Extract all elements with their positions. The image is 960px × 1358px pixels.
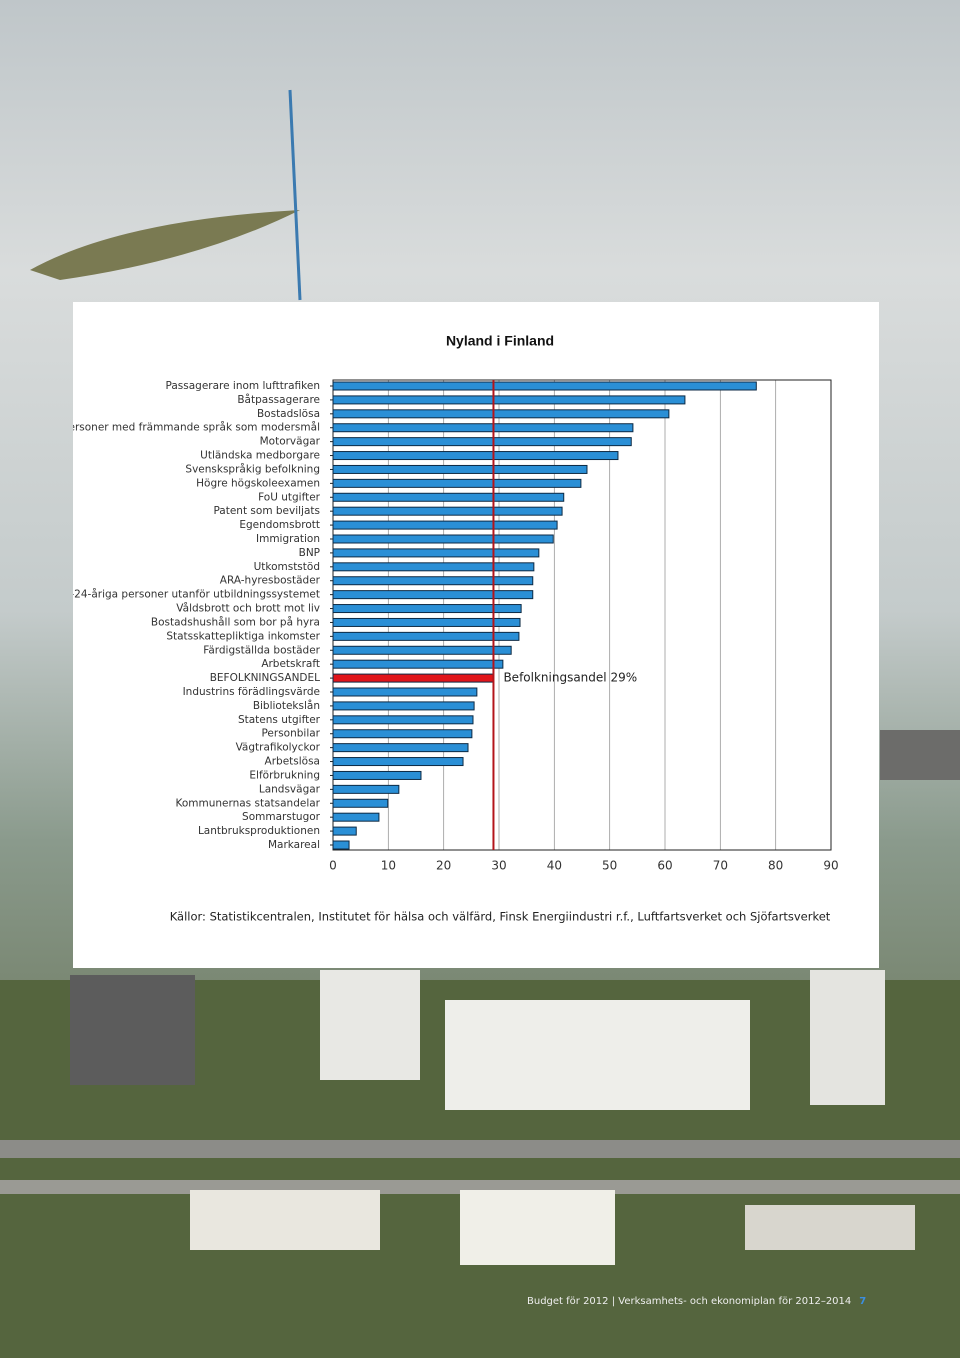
x-tick-label: 70 (713, 859, 728, 873)
bar (332, 451, 619, 461)
plot-frame (332, 379, 832, 851)
y-tick-label: Utländska medborgare (200, 450, 320, 462)
page-number: 7 (859, 1296, 867, 1307)
y-tick-label: Personbilar (261, 728, 320, 740)
source-note: Källor: Statistikcentralen, Institutet f… (170, 910, 831, 924)
reference-label: Befolkningsandel 29% (503, 671, 637, 685)
bar (332, 548, 540, 558)
bar (332, 590, 534, 600)
y-tick-label: Statsskattepliktiga inkomster (166, 630, 320, 642)
y-tick-label: Bostadshushåll som bor på hyra (151, 615, 320, 628)
y-tick-label: Arbetslösa (265, 756, 320, 768)
y-tick-label: 17-24-åriga personer utanför utbildnings… (73, 588, 320, 601)
bar (332, 534, 554, 544)
x-tick-label: 40 (547, 859, 562, 873)
y-tick-label: Lantbruksproduktionen (198, 825, 320, 837)
y-tick-label: Personer med främmande språk som modersm… (73, 421, 320, 434)
bar (332, 840, 350, 850)
y-tick-label: Elförbrukning (249, 769, 320, 781)
y-tick-label: Båtpassagerare (237, 393, 320, 406)
y-tick-label: Bibliotekslån (253, 699, 320, 712)
bar (332, 715, 474, 725)
bar (332, 381, 757, 391)
x-tick-label: 10 (381, 859, 396, 873)
y-tick-label: BNP (299, 547, 320, 559)
bar (332, 520, 558, 530)
bar (332, 826, 357, 836)
y-tick-label: Industrins förädlingsvärde (183, 686, 320, 698)
y-tick-label: Högre högskoleexamen (196, 477, 320, 489)
bar (332, 673, 494, 683)
x-tick-label: 80 (768, 859, 783, 873)
x-tick-label: 30 (491, 859, 506, 873)
bar (332, 631, 520, 641)
bar (332, 617, 521, 627)
x-tick-label: 50 (602, 859, 617, 873)
y-tick-label: Markareal (268, 839, 320, 851)
y-tick-label: Bostadslösa (257, 408, 320, 420)
chart-panel: Nyland i Finland Källor: Statistikcentra… (73, 302, 879, 968)
y-tick-label: Immigration (256, 533, 320, 545)
y-tick-label: BEFOLKNINGSANDEL (210, 672, 320, 684)
y-tick-label: Utkomststöd (254, 561, 320, 573)
bar (332, 687, 478, 697)
bar (332, 437, 632, 447)
y-tick-label: Patent som beviljats (213, 505, 320, 517)
x-tick-label: 60 (657, 859, 672, 873)
bar (332, 798, 389, 808)
y-tick-label: Statens utgifter (238, 714, 321, 726)
bar (332, 506, 563, 516)
y-tick-label: Motorvägar (260, 436, 321, 448)
footer: Budget för 2012 | Verksamhets- och ekono… (527, 1296, 866, 1307)
bar (332, 492, 565, 502)
bar (332, 729, 473, 739)
bar (332, 395, 686, 405)
footer-text: Budget för 2012 | Verksamhets- och ekono… (527, 1296, 852, 1307)
bar (332, 770, 422, 780)
bar (332, 743, 469, 753)
y-tick-label: Passagerare inom lufttrafiken (166, 380, 321, 392)
y-tick-label: Arbetskraft (261, 658, 320, 670)
y-tick-label: ARA-hyresbostäder (220, 575, 321, 587)
bar (332, 645, 512, 655)
bar (332, 409, 670, 419)
y-tick-label: Våldsbrott och brott mot liv (176, 602, 320, 615)
bar (332, 757, 464, 767)
bar (332, 478, 582, 488)
bar (332, 659, 504, 669)
y-tick-label: Vägtrafikolyckor (236, 742, 321, 754)
chart-title: Nyland i Finland (446, 333, 554, 349)
bar (332, 701, 475, 711)
y-tick-label: Svenskspråkig befolkning (185, 462, 320, 475)
bar (332, 464, 588, 474)
bar (332, 784, 400, 794)
chart: Nyland i Finland Källor: Statistikcentra… (73, 333, 839, 924)
bar (332, 423, 634, 433)
y-tick-label: FoU utgifter (258, 491, 321, 503)
bar (332, 604, 522, 614)
y-tick-label: Färdigställda bostäder (203, 644, 320, 656)
y-tick-label: Kommunernas statsandelar (175, 797, 320, 809)
bar (332, 576, 534, 586)
x-tick-label: 0 (329, 859, 337, 873)
y-tick-label: Landsvägar (259, 783, 321, 795)
x-tick-label: 20 (436, 859, 451, 873)
y-tick-label: Egendomsbrott (239, 519, 320, 531)
bar (332, 812, 380, 822)
x-tick-label: 90 (823, 859, 838, 873)
y-tick-label: Sommarstugor (242, 811, 321, 823)
bar (332, 562, 535, 572)
